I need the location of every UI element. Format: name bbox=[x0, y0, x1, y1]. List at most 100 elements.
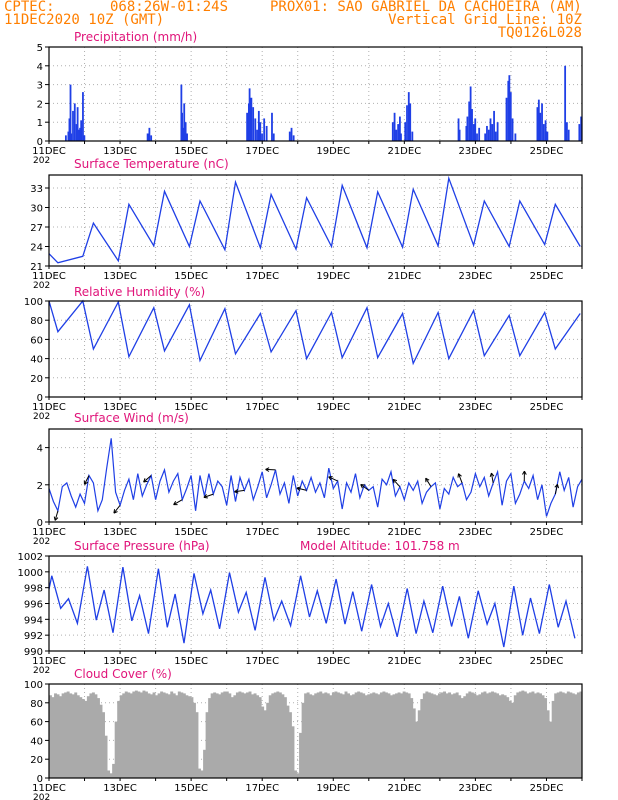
cloud-bar bbox=[405, 692, 409, 778]
cloud-ytick-label: 0 bbox=[37, 774, 43, 785]
pres-xtick-label: 13DEC bbox=[103, 656, 137, 667]
precip-bar bbox=[474, 118, 477, 141]
wind-arrow bbox=[554, 484, 558, 495]
precip-bar bbox=[259, 122, 262, 141]
wind-xtick-label: 17DEC bbox=[245, 527, 279, 538]
cloud-bar bbox=[443, 691, 446, 778]
precip-bar bbox=[536, 107, 539, 141]
wind-arrow bbox=[425, 477, 432, 487]
cloud-bar bbox=[523, 691, 527, 778]
precip-bar bbox=[509, 92, 512, 141]
cloud-bar bbox=[144, 691, 148, 778]
rh-xtick-label: 15DEC bbox=[174, 402, 208, 413]
cloud-bar bbox=[422, 693, 426, 778]
cloud-bar bbox=[551, 700, 555, 778]
cloud-bar bbox=[114, 721, 118, 778]
cloud-bar bbox=[516, 692, 520, 778]
cloud-bar bbox=[291, 726, 295, 778]
cloud-bar bbox=[415, 721, 419, 778]
cloud-bar bbox=[170, 691, 174, 778]
cloud-bar bbox=[195, 712, 199, 778]
precip-bar bbox=[76, 107, 79, 141]
cloud-bar bbox=[233, 695, 237, 778]
precip-ytick-label: 3 bbox=[37, 81, 43, 92]
wind-arrow bbox=[265, 468, 276, 471]
pres-xtick-label: 19DEC bbox=[316, 656, 350, 667]
cloud-bar bbox=[541, 695, 545, 778]
cloud-bar bbox=[374, 693, 378, 778]
cloud-bar bbox=[203, 749, 207, 778]
cloud-bar bbox=[511, 702, 515, 778]
cloud-bar bbox=[473, 693, 477, 778]
rh-ytick-label: 40 bbox=[30, 355, 43, 366]
cloud-title: Cloud Cover (%) bbox=[74, 667, 172, 681]
precip-bar bbox=[544, 120, 547, 141]
cloud-bar bbox=[549, 721, 553, 778]
precip-bar bbox=[471, 109, 473, 141]
header-line1-left: CPTEC: bbox=[4, 0, 55, 15]
cloud-bar bbox=[440, 692, 444, 778]
temp-ytick-label: 21 bbox=[30, 262, 43, 273]
cloud-bar bbox=[213, 692, 217, 778]
temp-ytick-label: 30 bbox=[30, 204, 43, 215]
rh-xtick-label: 17DEC bbox=[245, 402, 279, 413]
cloud-bar bbox=[258, 697, 262, 778]
wind-arrow-head bbox=[489, 472, 495, 478]
precip-frame bbox=[48, 46, 583, 142]
cloud-bar bbox=[369, 693, 373, 778]
cloud-bar bbox=[129, 693, 133, 778]
precip-bar bbox=[184, 122, 187, 141]
cloud-bar bbox=[352, 694, 356, 778]
cloud-bar bbox=[430, 693, 434, 778]
pres-xtick-label: 15DEC bbox=[174, 656, 208, 667]
cloud-bar bbox=[261, 706, 265, 778]
wind-arrow-head bbox=[234, 488, 239, 494]
cloud-bar bbox=[359, 692, 363, 778]
wind-ytick-label: 4 bbox=[37, 444, 43, 455]
cloud-bar bbox=[496, 693, 500, 778]
cloud-bar bbox=[468, 691, 472, 778]
precip-bar bbox=[407, 92, 410, 141]
pres-ytick-label: 998 bbox=[24, 584, 43, 595]
precip-bar bbox=[411, 131, 414, 141]
cloud-bar bbox=[157, 693, 161, 778]
precip-xtick-label: 17DEC bbox=[245, 146, 279, 157]
cloud-bar bbox=[296, 773, 300, 778]
cloud-bar bbox=[89, 693, 93, 778]
cloud-bar bbox=[531, 691, 535, 778]
temp-xtick-label: 17DEC bbox=[245, 271, 279, 282]
cloud-bar bbox=[326, 693, 330, 778]
precip-bar bbox=[537, 99, 540, 141]
cloud-bar bbox=[268, 695, 272, 778]
wind-xtick-label: 25DEC bbox=[530, 527, 564, 538]
cloud-xtick-label: 23DEC bbox=[459, 783, 493, 794]
cloud-bar bbox=[319, 691, 323, 778]
precip-bar bbox=[148, 127, 151, 141]
precip-bar bbox=[252, 107, 255, 141]
cloud-bar bbox=[458, 695, 462, 778]
temp-ytick-label: 33 bbox=[30, 184, 43, 195]
wind-arrow bbox=[54, 510, 59, 521]
temp-xtick-label: 13DEC bbox=[103, 271, 137, 282]
cloud-bar bbox=[109, 773, 113, 778]
rh-xtick-label: 25DEC bbox=[530, 402, 564, 413]
cloud-bar bbox=[579, 691, 583, 778]
pres-year-stub: 202 bbox=[33, 666, 50, 676]
precip-ytick-label: 1 bbox=[37, 118, 43, 129]
cloud-bar bbox=[377, 694, 381, 778]
cloud-bar bbox=[534, 693, 537, 778]
precip-bar bbox=[489, 118, 492, 141]
precip-xtick-label: 13DEC bbox=[103, 146, 137, 157]
wind-arrow bbox=[328, 476, 338, 482]
temp-title: Surface Temperature (nC) bbox=[74, 157, 229, 171]
precip-bar bbox=[395, 129, 398, 141]
precip-bar bbox=[472, 124, 475, 141]
precip-ytick-label: 5 bbox=[37, 43, 43, 54]
cloud-bar bbox=[488, 692, 492, 778]
wind-arrow bbox=[360, 484, 370, 491]
cloud-bar bbox=[412, 708, 416, 778]
cloud-year-stub: 202 bbox=[33, 793, 50, 800]
cloud-bar bbox=[235, 692, 239, 778]
precip-bar bbox=[541, 103, 543, 141]
cloud-bar bbox=[208, 698, 212, 778]
